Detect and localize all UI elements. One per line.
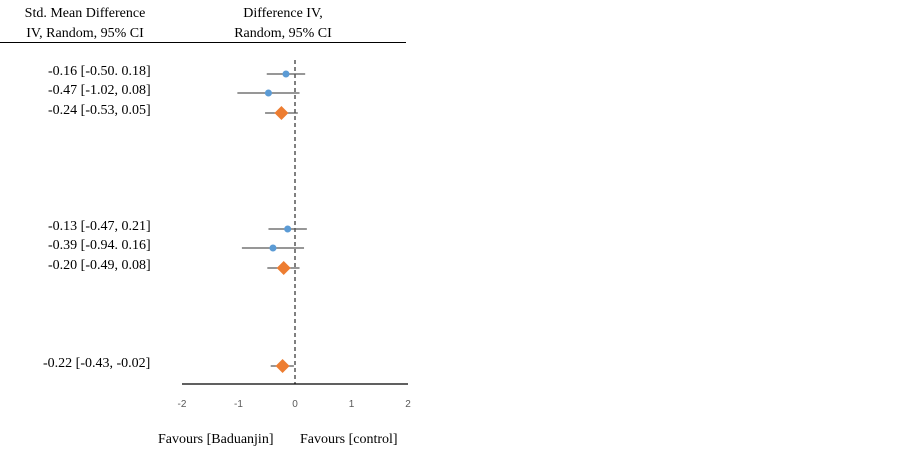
right-column-header: Difference IV, Random, 95% CI [200,4,366,44]
study-point-estimate [284,225,292,233]
x-tick-label: -1 [234,399,243,410]
summary-diamond [274,106,289,120]
ci-label: -0.24 [-0.53, 0.05] [48,103,151,118]
left-header-line1: Std. Mean Difference [24,6,146,21]
ci-label: -0.20 [-0.49, 0.08] [48,258,151,273]
study-point-estimate [264,89,272,97]
x-tick-label: 2 [405,399,411,410]
x-tick-label: -2 [178,399,187,410]
ci-label: -0.39 [-0.94. 0.16] [48,238,151,253]
ci-label: -0.16 [-0.50. 0.18] [48,64,151,79]
left-column-header: Std. Mean Difference IV, Random, 95% CI [0,4,170,44]
ci-label: -0.47 [-1.02, 0.08] [48,83,151,98]
left-header-line2: IV, Random, 95% CI [26,26,144,41]
header-rule [0,42,406,43]
favours-baduanjin-label: Favours [Baduanjin] [158,432,274,447]
right-header-line1: Difference IV, [243,6,323,21]
summary-diamond [275,359,290,373]
ci-label: -0.13 [-0.47, 0.21] [48,219,151,234]
favours-control-label: Favours [control] [300,432,398,447]
ci-label: -0.22 [-0.43, -0.02] [43,356,151,371]
summary-diamond [276,261,291,275]
study-point-estimate [282,70,290,78]
x-tick-label: 1 [349,399,355,410]
x-tick-label: 0 [292,399,298,410]
study-point-estimate [269,244,277,252]
right-header-line2: Random, 95% CI [234,26,332,41]
